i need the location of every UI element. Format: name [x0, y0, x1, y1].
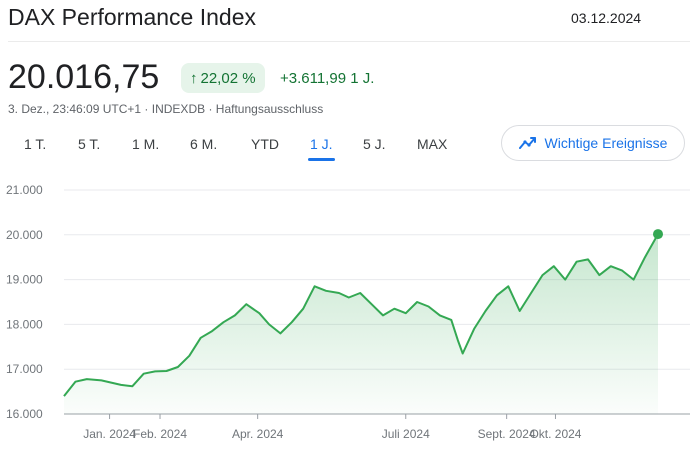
- header-divider: [8, 41, 690, 42]
- key-events-label: Wichtige Ereignisse: [544, 135, 668, 151]
- x-tick-label: Feb. 2024: [133, 427, 187, 441]
- range-tabs: 1 T. 5 T. 1 M. 6 M. YTD 1 J. 5 J. MAX: [0, 136, 480, 161]
- key-events-button[interactable]: Wichtige Ereignisse: [501, 125, 685, 161]
- tab-6-months[interactable]: 6 M.: [190, 136, 218, 152]
- timestamp: 3. Dez., 23:46:09 UTC+1: [8, 102, 142, 116]
- quote-meta: 3. Dez., 23:46:09 UTC+1 · INDEXDB · Haft…: [8, 102, 323, 116]
- x-tick-label: Juli 2024: [382, 427, 430, 441]
- tab-ytd[interactable]: YTD: [251, 136, 279, 152]
- last-point-marker: [653, 229, 663, 240]
- change-percent-badge: ↑ 22,02 %: [181, 63, 265, 93]
- y-tick-label: 16.000: [6, 407, 43, 421]
- tab-5-years[interactable]: 5 J.: [363, 136, 386, 152]
- y-tick-label: 19.000: [6, 273, 43, 287]
- exchange: INDEXDB: [151, 102, 206, 116]
- x-tick-label: Okt. 2024: [529, 427, 581, 441]
- price-chart[interactable]: 21.000 20.000 19.000 18.000 17.000 16.000 Jan…: [0, 176, 690, 451]
- tab-1-year[interactable]: 1 J.: [308, 136, 335, 161]
- x-tick-label: Jan. 2024: [83, 427, 136, 441]
- series-line: [63, 233, 659, 397]
- meta-separator: ·: [144, 102, 149, 116]
- y-tick-label: 20.000: [6, 228, 43, 242]
- tab-1-month[interactable]: 1 M.: [132, 136, 160, 152]
- change-percent: 22,02 %: [200, 69, 256, 87]
- change-absolute: +3.611,99 1 J.: [280, 70, 375, 87]
- current-price: 20.016,75: [8, 58, 160, 96]
- y-tick-label: 17.000: [6, 362, 43, 376]
- x-tick-label: Apr. 2024: [232, 427, 284, 441]
- tab-max[interactable]: MAX: [417, 136, 448, 152]
- index-title: DAX Performance Index: [8, 4, 257, 30]
- y-tick-label: 21.000: [6, 183, 43, 197]
- tab-1-day[interactable]: 1 T.: [24, 136, 47, 152]
- trend-icon: [518, 137, 536, 149]
- disclaimer-link[interactable]: Haftungsausschluss: [215, 102, 324, 116]
- tab-5-days[interactable]: 5 T.: [78, 136, 101, 152]
- arrow-up-icon: ↑: [190, 69, 198, 87]
- x-tick-label: Sept. 2024: [478, 427, 536, 441]
- meta-separator: ·: [208, 102, 213, 116]
- date-label: 03.12.2024: [571, 10, 642, 26]
- series-area: [64, 234, 658, 414]
- y-tick-label: 18.000: [6, 317, 43, 331]
